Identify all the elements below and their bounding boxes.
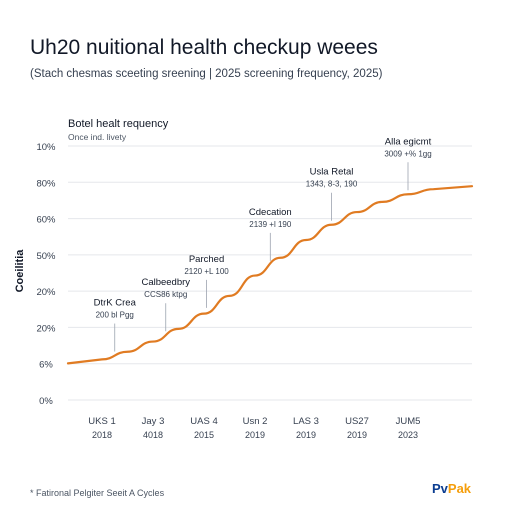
annotation-label: Parched	[189, 254, 224, 265]
annotations: DtrK Crea 200 bl Pgg Calbeedbry CCS86 ktpg P…	[94, 136, 432, 352]
x-tick-label: UKS 1	[88, 416, 115, 427]
annotation-label: Usla Retal	[310, 167, 354, 178]
logo-part-2: Pak	[447, 481, 472, 496]
y-tick-label: 60%	[36, 215, 56, 226]
x-tick-label: Jay 3	[142, 416, 165, 427]
annotation-label: Cdecation	[249, 207, 292, 218]
brand-logo: PvPak	[432, 481, 471, 496]
legend-title: Botel healt requency	[68, 118, 169, 130]
annotation-label: Calbeedbry	[141, 277, 190, 288]
y-tick-label: 20%	[36, 323, 56, 334]
annotation-value: 200 bl Pgg	[96, 311, 134, 320]
y-tick-label: 6%	[39, 360, 53, 371]
logo-part-1: Pv	[432, 481, 448, 496]
footnote: * Fatironal Pelgiter Seeit A Cycles	[30, 488, 165, 498]
x-tick-labels: UKS 1 2018 Jay 3 4018 UAS 4 2015 Usn 2 2019 LAS …	[88, 416, 420, 440]
x-tick-year: 2018	[92, 430, 112, 440]
x-tick-label: US27	[345, 416, 369, 427]
x-tick-label: UAS 4	[190, 416, 217, 427]
x-tick-year: 2023	[398, 430, 418, 440]
annotation-label: DtrK Crea	[94, 298, 137, 309]
chart-title: Uh20 nuitional health checkup weees	[30, 36, 378, 59]
x-tick-label: LAS 3	[293, 416, 319, 427]
x-tick-year: 2019	[245, 430, 265, 440]
y-tick-labels: 0% 6% 20% 20% 50% 60% 80% 10%	[36, 142, 56, 407]
x-tick-label: Usn 2	[243, 416, 268, 427]
y-tick-label: 80%	[36, 178, 56, 189]
annotation-value: 3009 +% 1gg	[384, 149, 431, 158]
series-lines	[66, 185, 474, 365]
y-tick-label: 20%	[36, 287, 56, 298]
y-tick-label: 50%	[36, 251, 56, 262]
legend-subtitle: Once ind. livety	[68, 132, 127, 142]
x-tick-year: 4018	[143, 430, 163, 440]
chart-subtitle: (Stach chesmas sceeting sreening | 2025 …	[30, 68, 383, 80]
x-tick-year: 2015	[194, 430, 214, 440]
x-tick-year: 2019	[296, 430, 316, 440]
series-line	[66, 185, 474, 365]
gridlines	[68, 145, 472, 401]
annotation-value: 1343, 8-3, 190	[306, 180, 358, 189]
annotation-value: 2139 +l 190	[249, 220, 292, 229]
annotation-label: Alla egicmt	[385, 136, 432, 147]
x-tick-year: 2019	[347, 430, 367, 440]
annotation-value: CCS86 ktpg	[144, 290, 187, 299]
y-tick-label: 10%	[36, 142, 56, 153]
annotation-value: 2120 +L 100	[184, 267, 229, 276]
x-tick-label: JUM5	[396, 416, 421, 427]
y-tick-label: 0%	[39, 396, 53, 407]
